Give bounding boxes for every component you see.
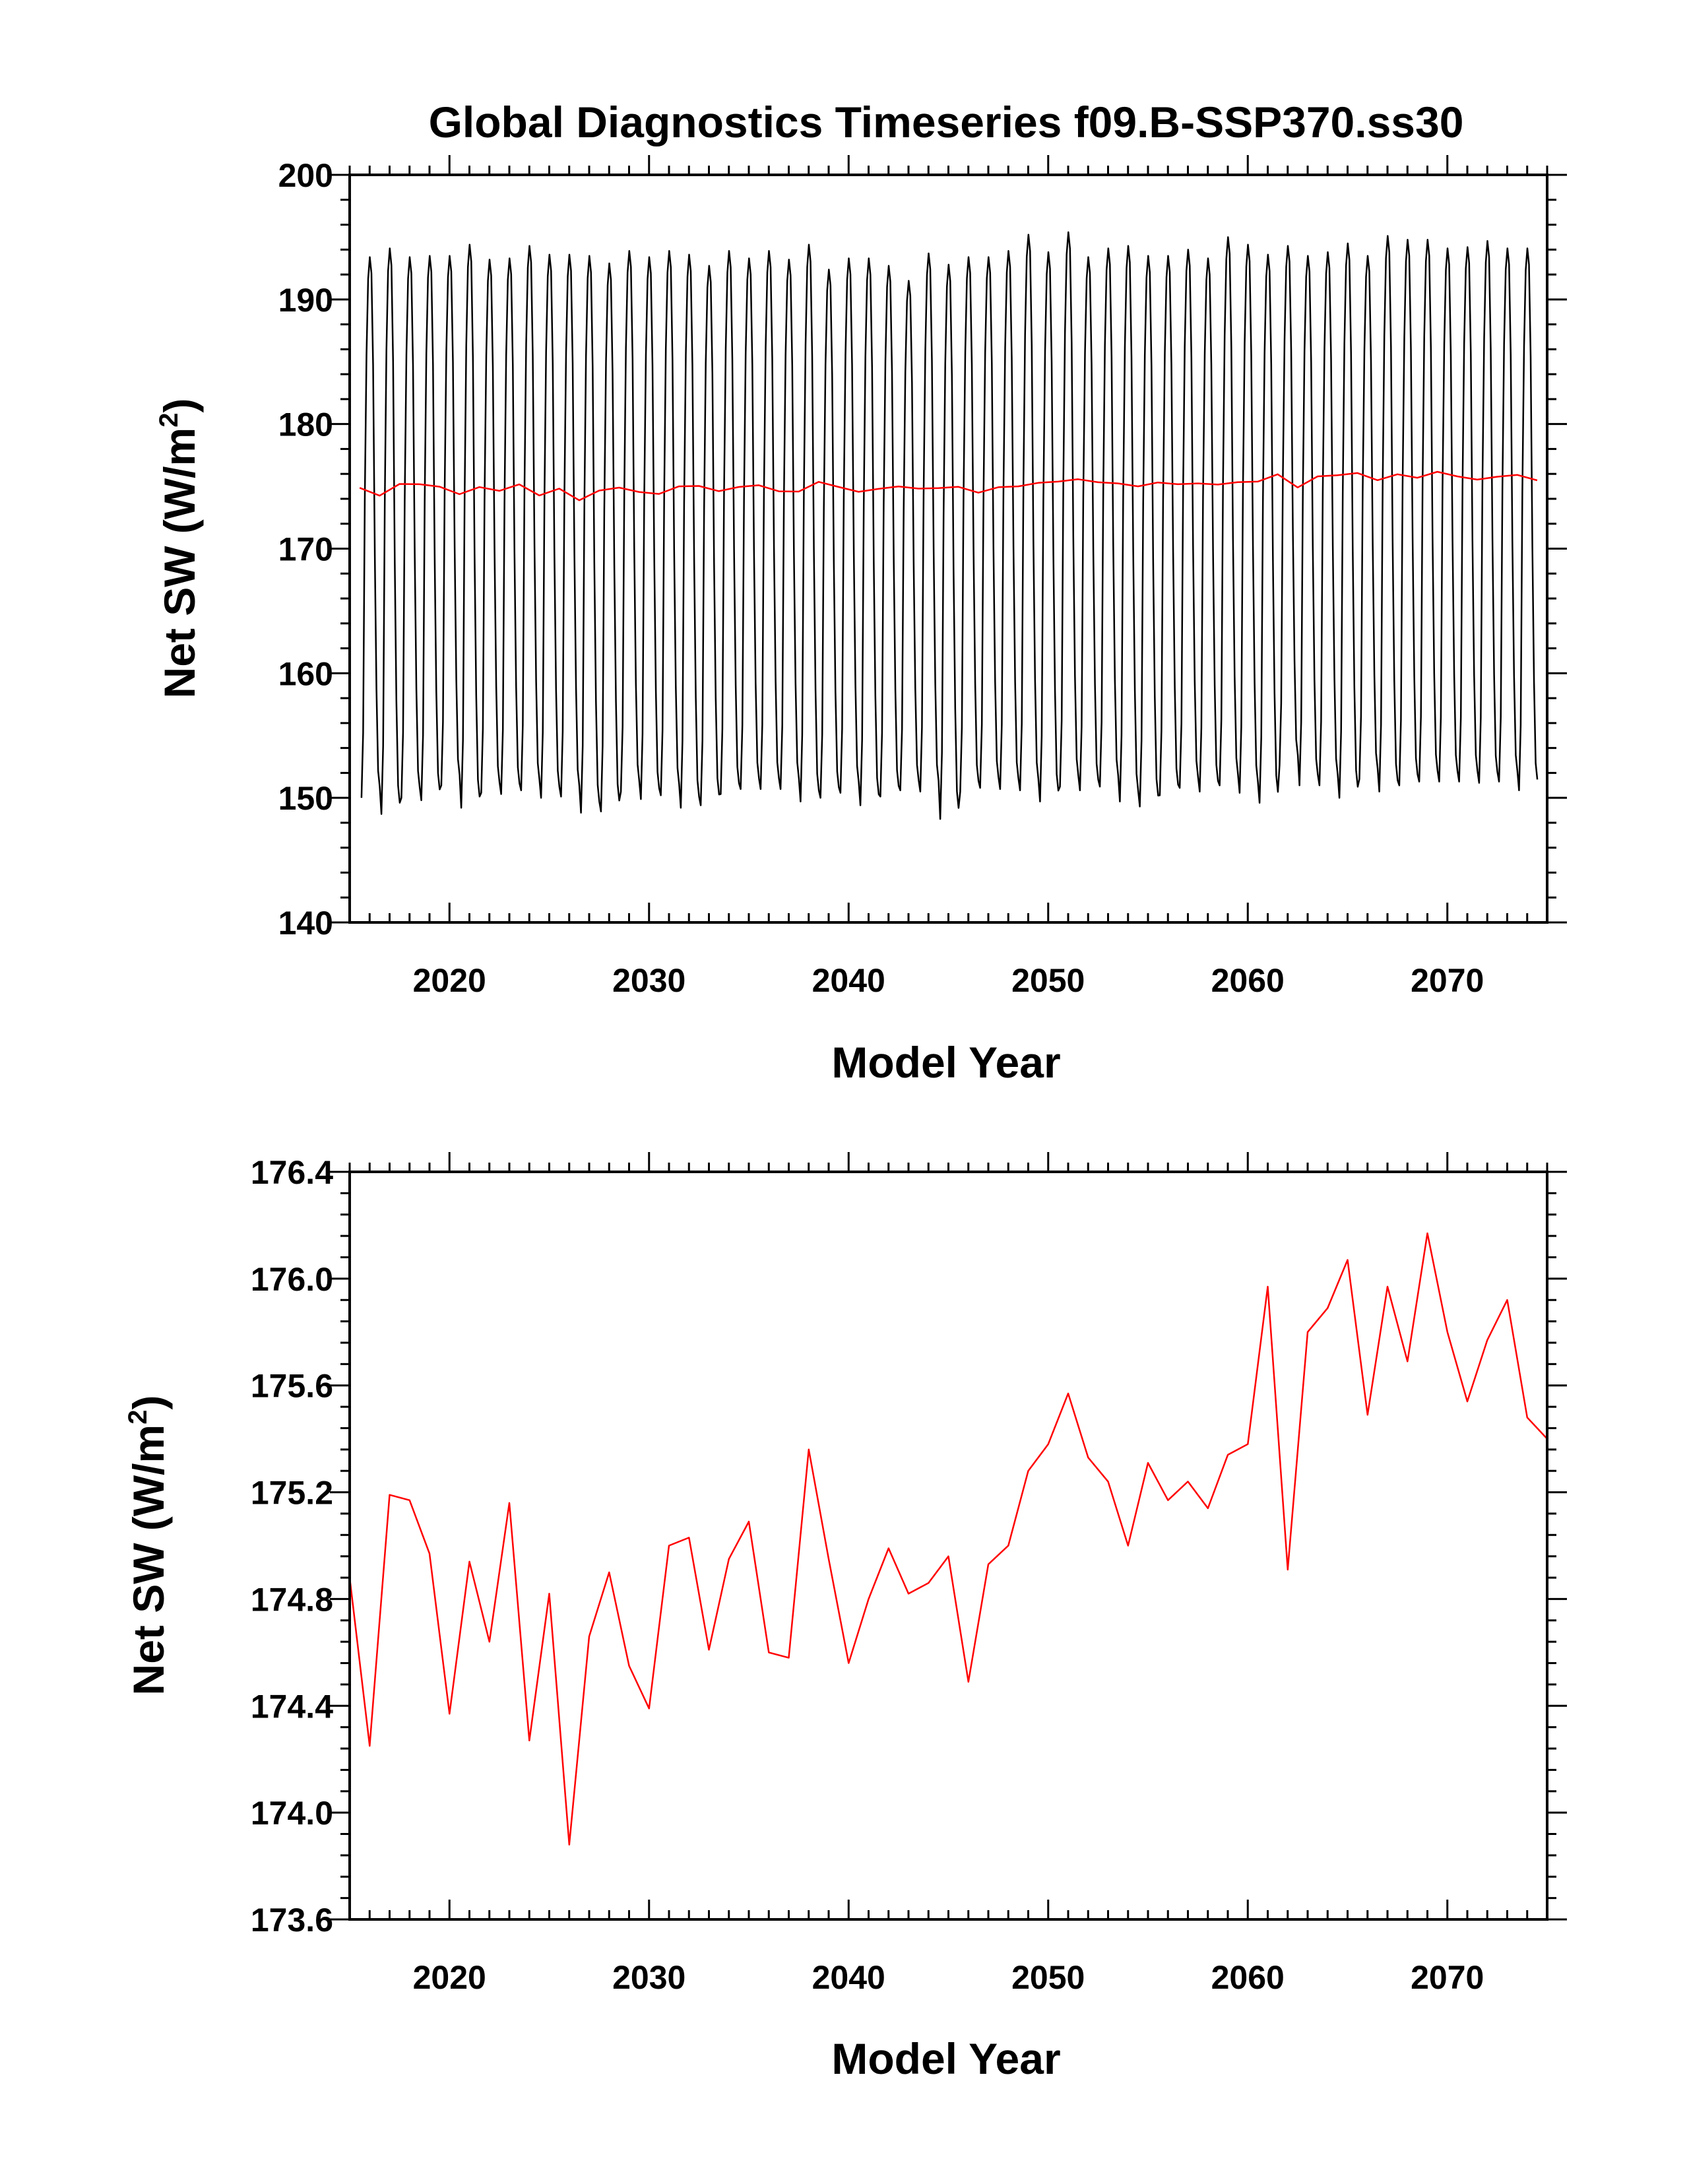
x-tick-label: 2060 — [1211, 962, 1285, 999]
chart-top-x-axis-title: Model Year — [831, 1038, 1060, 1087]
x-tick-label: 2070 — [1411, 1959, 1484, 1996]
x-tick-label: 2040 — [812, 962, 885, 999]
y-tick-label: 174.0 — [251, 1795, 333, 1832]
x-tick-label: 2040 — [812, 1959, 885, 1996]
series-line-annual — [359, 470, 1538, 501]
y-tick-label: 173.6 — [251, 1902, 333, 1939]
x-tick-label: 2020 — [413, 962, 486, 999]
y-tick-label: 200 — [278, 157, 333, 194]
chart-bottom-y-axis-title: Net SW (W/m2) — [123, 1396, 173, 1696]
y-tick-label: 150 — [278, 780, 333, 817]
y-tick-label: 190 — [278, 282, 333, 319]
chart-bottom-series — [350, 1232, 1547, 1846]
y-tick-label: 140 — [278, 905, 333, 942]
chart-bottom-frame — [348, 1171, 1548, 1921]
series-line-monthly — [360, 231, 1539, 820]
chart-bottom: 2020 2030 2040 2050 2060 2070 173.6 174.0 174.4 1… — [123, 1152, 1567, 2083]
y-tick-label: 176.0 — [251, 1261, 333, 1298]
y-tick-label: 180 — [278, 406, 333, 443]
x-tick-label: 2070 — [1411, 962, 1484, 999]
x-tick-label: 2050 — [1011, 962, 1085, 999]
y-tick-label: 176.4 — [251, 1154, 333, 1191]
chart-top-y-axis-title: Net SW (W/m2) — [154, 399, 204, 699]
y-tick-label: 175.2 — [251, 1475, 333, 1512]
chart-bottom-x-axis-title: Model Year — [831, 2034, 1060, 2083]
y-tick-label: 160 — [278, 655, 333, 692]
chart-top: 2020 2030 2040 2050 2060 2070 140 150 160 170 180 1… — [154, 155, 1567, 1087]
chart-bottom-ticks: 2020 2030 2040 2050 2060 2070 173.6 174.0 174.4 1… — [251, 1152, 1567, 1996]
chart-top-frame — [348, 174, 1548, 924]
x-tick-label: 2050 — [1011, 1959, 1085, 1996]
chart-top-ticks: 2020 2030 2040 2050 2060 2070 140 150 160 170 180 1… — [278, 155, 1567, 999]
chart-title: Global Diagnostics Timeseries f09.B-SSP3… — [429, 98, 1464, 146]
chart-top-series — [359, 231, 1539, 820]
x-tick-label: 2030 — [612, 962, 685, 999]
y-tick-label: 170 — [278, 531, 333, 568]
series-line-annual — [350, 1232, 1547, 1846]
y-tick-label: 174.8 — [251, 1581, 333, 1618]
x-tick-label: 2030 — [612, 1959, 685, 1996]
x-tick-label: 2060 — [1211, 1959, 1285, 1996]
y-tick-label: 175.6 — [251, 1368, 333, 1405]
x-tick-label: 2020 — [413, 1959, 486, 1996]
y-tick-label: 174.4 — [251, 1688, 333, 1725]
